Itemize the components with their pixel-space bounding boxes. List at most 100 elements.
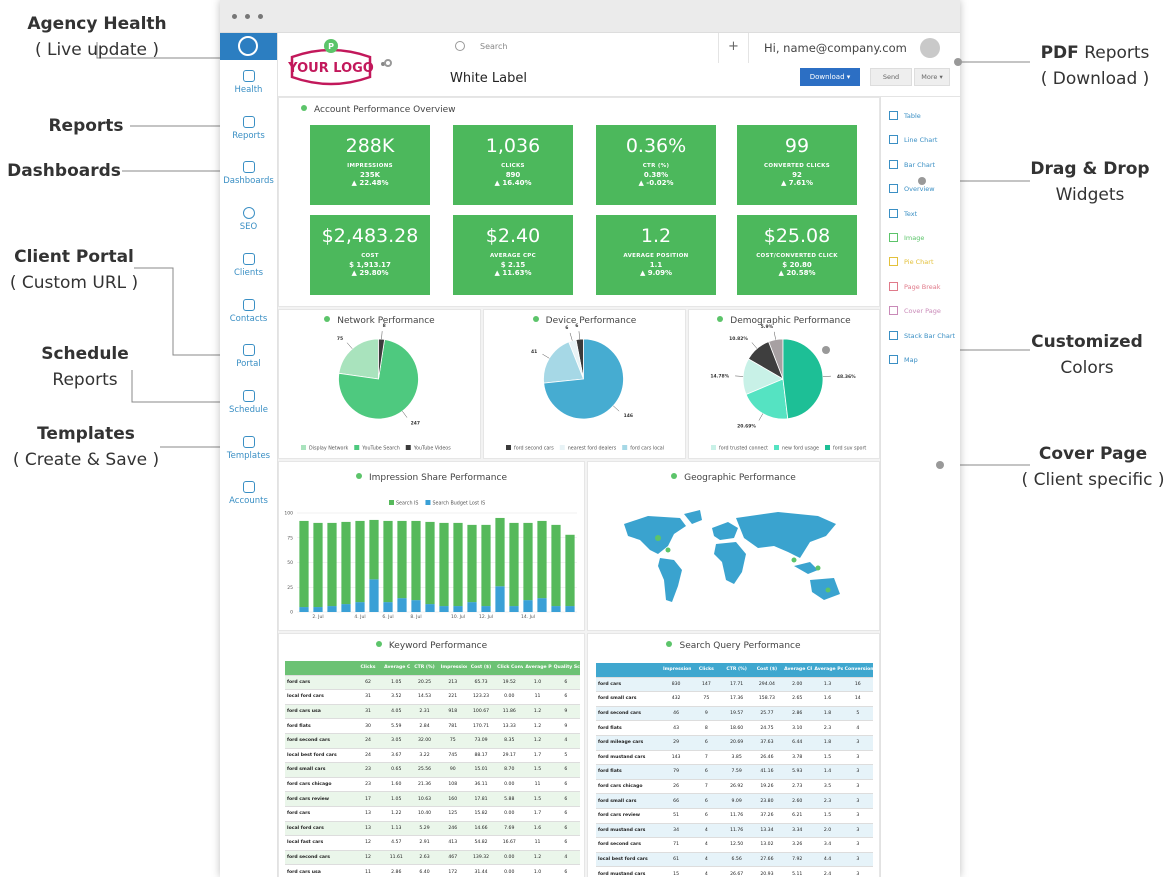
dot — [954, 58, 962, 66]
table-cell: 3 — [842, 764, 873, 780]
legend-label: ford trusted connect — [719, 446, 768, 452]
bar-segment — [537, 520, 547, 599]
table-cell: 26.67 — [721, 866, 752, 877]
bar-segment — [551, 524, 561, 607]
table-cell: 6 — [691, 793, 722, 809]
bar-segment — [397, 520, 407, 599]
sidebar-item[interactable]: Health — [220, 70, 277, 95]
table-row: ford mustand cars 15 4 26.67 20.93 5.11 2.4 3 — [596, 866, 873, 877]
sidebar-label: Portal — [236, 359, 261, 370]
widget-item[interactable]: Text — [889, 208, 917, 218]
more-button[interactable]: More ▾ — [914, 68, 950, 86]
sidebar-item[interactable]: Dashboards — [220, 161, 277, 186]
kpi-tile: 288K IMPRESSIONS 235K ▲ 22.48% — [310, 125, 430, 205]
data-label: 5.9% — [761, 324, 774, 330]
table-cell: 1.8 — [812, 735, 843, 751]
table-cell: 6 — [551, 689, 580, 705]
widget-icon — [889, 184, 898, 194]
table-cell: 1.60 — [382, 777, 411, 793]
annotation-title-rest: Reports — [1084, 43, 1150, 63]
widget-icon — [889, 135, 898, 145]
table-cell: 23 — [353, 762, 383, 778]
table-cell: 2.60 — [782, 793, 813, 809]
logo-text: YOUR LOGO — [287, 61, 374, 76]
data-label: 14.78% — [710, 374, 729, 380]
widget-item[interactable]: Map — [889, 355, 918, 364]
panel-title: Device Performance — [484, 316, 685, 326]
table-cell: 3.26 — [782, 837, 813, 853]
table-cell: 6 — [551, 791, 580, 807]
widget-icon — [889, 355, 898, 364]
annotation-heading: Drag & Drop — [1030, 156, 1149, 182]
sidebar-icon — [242, 115, 255, 128]
add-button[interactable]: + — [728, 39, 739, 54]
table-cell: 8.70 — [495, 762, 524, 778]
legend-swatch — [711, 445, 716, 450]
widget-item[interactable]: Bar Chart — [889, 159, 935, 169]
kpi-value: $25.08 — [763, 225, 831, 247]
annotation-title: Cover Page — [1038, 444, 1148, 464]
widget-item[interactable]: Stack Bar Chart — [889, 330, 955, 340]
kpi-previous: $ 2.15 — [500, 261, 526, 269]
table-cell: 7.69 — [495, 821, 524, 837]
download-button[interactable]: Download ▾ — [800, 68, 860, 86]
table-cell: 3.05 — [382, 733, 411, 749]
table-cell: 2.63 — [410, 850, 439, 866]
kpi-value: $2.40 — [485, 225, 541, 247]
widget-item[interactable]: Cover Page — [889, 306, 941, 316]
table-cell: ford mustand cars — [596, 866, 661, 877]
widget-item[interactable]: Line Chart — [889, 135, 938, 145]
sidebar-item[interactable]: Portal — [220, 344, 277, 369]
table-cell: 170.71 — [466, 718, 496, 734]
table-row: ford cars chicago 23 1.60 21.36 108 36.11 0.00… — [285, 777, 580, 793]
widget-item[interactable]: Overview — [889, 184, 935, 194]
widget-label: Table — [904, 112, 921, 120]
widget-item[interactable]: Pie Chart — [889, 257, 934, 267]
table-cell: ford cars review — [596, 808, 661, 824]
sidebar-item[interactable]: SEO — [220, 207, 277, 232]
table-cell: 781 — [438, 718, 467, 734]
table-cell: 24 — [353, 748, 383, 764]
send-button[interactable]: Send — [870, 68, 912, 86]
sidebar-icon — [242, 298, 255, 311]
table-cell: ford cars usa — [285, 704, 354, 720]
avatar[interactable] — [920, 38, 940, 58]
annotation-subtitle: ( Download ) — [1040, 69, 1150, 89]
widget-label: Line Chart — [904, 136, 938, 145]
header-cell: Impressions — [660, 663, 692, 678]
sidebar-item[interactable]: Clients — [220, 252, 277, 278]
sidebar-item[interactable]: Schedule — [220, 389, 277, 415]
table-row: ford cars 830 147 17.71 294.04 2.00 1.3 16 — [596, 677, 873, 693]
widget-item[interactable]: Image — [889, 233, 924, 242]
table-cell: 413 — [438, 835, 467, 851]
sidebar-item[interactable]: Reports — [220, 115, 277, 141]
annotation-heading: PDF Reports — [1041, 40, 1150, 66]
sidebar-item[interactable]: Contacts — [220, 298, 277, 324]
table-cell: 5 — [842, 706, 873, 722]
table-cell: 1.13 — [382, 821, 411, 837]
bar-segment — [481, 524, 491, 607]
x-tick-label: 4. Jul — [354, 614, 365, 620]
sidebar-item[interactable]: Templates — [220, 435, 277, 461]
table-cell: 1.2 — [523, 733, 552, 749]
widget-item[interactable]: Table — [889, 111, 921, 120]
table-cell: 432 — [660, 691, 692, 707]
table-cell: 15.82 — [466, 806, 496, 822]
annotation-title: Dashboards — [7, 161, 121, 181]
table-cell: 90 — [438, 762, 467, 778]
table-cell: 9 — [691, 706, 722, 722]
table-cell: 88.17 — [466, 748, 496, 764]
table-cell: 3.22 — [410, 748, 439, 764]
widget-item[interactable]: Page Break — [889, 281, 941, 291]
pie-slice — [543, 338, 624, 420]
annotation-title: PDF — [1040, 43, 1079, 63]
table-cell: 745 — [438, 748, 467, 764]
search-input[interactable]: Search — [480, 42, 508, 51]
kpi-change: ▲ -0.02% — [638, 179, 674, 187]
table-cell: 3 — [842, 779, 873, 795]
kpi-label: IMPRESSIONS — [347, 163, 393, 169]
kpi-tile: 1.2 AVERAGE POSITION 1.1 ▲ 9.09% — [596, 215, 716, 295]
sidebar-item[interactable]: Accounts — [220, 481, 277, 506]
table-cell: ford cars review — [285, 791, 354, 807]
widget-icon — [889, 111, 898, 120]
